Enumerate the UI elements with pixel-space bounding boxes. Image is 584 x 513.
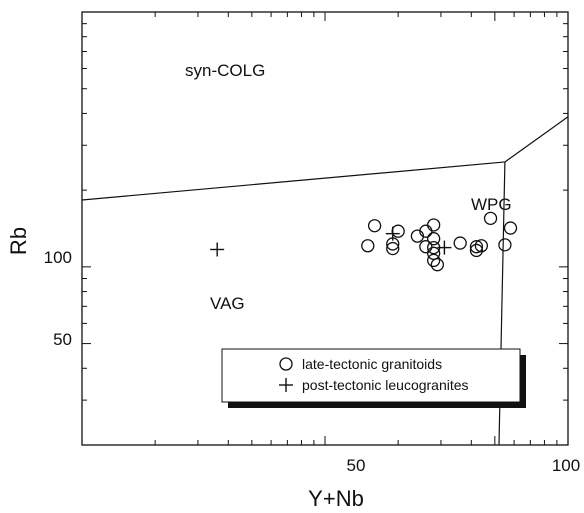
y-tick-label-100: 100 (44, 248, 72, 267)
data-point-late-tectonic (453, 236, 467, 250)
data-point-late-tectonic (498, 238, 512, 252)
legend-circle-marker (279, 357, 293, 371)
legend-box (221, 348, 521, 403)
data-point-late-tectonic (361, 239, 375, 253)
x-tick-label-50: 50 (347, 456, 366, 475)
data-point-post-tectonic (385, 226, 400, 241)
data-point-late-tectonic (430, 258, 445, 272)
y-tick-label-50: 50 (53, 330, 72, 349)
data-point-post-tectonic (437, 240, 452, 255)
data-point-late-tectonic (427, 218, 441, 232)
data-point-late-tectonic (474, 239, 489, 253)
field-label-syn-colg: syn-COLG (185, 61, 265, 80)
field-label-vag: VAG (210, 294, 245, 313)
data-points (210, 211, 518, 272)
x-ticks (81, 12, 569, 445)
legend-label-post-tectonic: post-tectonic leucogranites (302, 377, 469, 393)
x-axis-title: Y+Nb (308, 486, 364, 511)
legend-label-late-tectonic: late-tectonic granitoids (302, 356, 442, 372)
data-point-late-tectonic (469, 240, 484, 254)
data-point-late-tectonic (391, 224, 405, 238)
data-point-late-tectonic (483, 211, 498, 226)
y-axis-title: Rb (6, 227, 31, 255)
field-boundary-line (504, 116, 569, 163)
data-point-late-tectonic (386, 241, 400, 256)
legend: late-tectonic granitoids post-tectonic l… (221, 348, 526, 408)
data-point-late-tectonic (427, 253, 441, 268)
x-tick-label-100: 100 (552, 456, 580, 475)
legend-plus-marker (279, 378, 293, 392)
y-ticks (82, 11, 568, 446)
data-point-late-tectonic (503, 221, 518, 235)
data-point-late-tectonic (427, 232, 441, 246)
data-point-late-tectonic (469, 243, 484, 258)
data-point-post-tectonic (210, 242, 225, 257)
field-boundary-line (81, 161, 505, 201)
data-point-late-tectonic (419, 240, 433, 254)
data-point-late-tectonic (367, 219, 382, 233)
field-label-wpg: WPG (471, 195, 512, 214)
